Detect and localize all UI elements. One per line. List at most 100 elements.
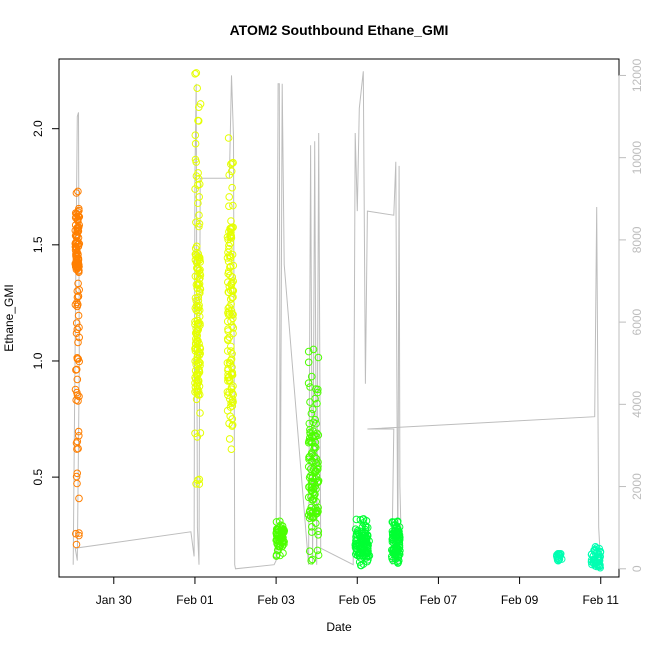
data-point: [357, 561, 365, 570]
data-point: [193, 350, 202, 359]
data-point: [73, 287, 82, 295]
data-point: [225, 241, 233, 250]
data-point: [191, 139, 200, 148]
data-point: [74, 259, 82, 267]
x-tick-label: Feb 01: [176, 593, 214, 607]
x-tick-label: Feb 03: [257, 593, 295, 607]
data-point: [308, 474, 317, 483]
data-point: [354, 528, 362, 537]
data-point: [224, 377, 232, 385]
data-point: [196, 409, 204, 417]
data-point: [196, 258, 204, 266]
x-tick-label: Feb 09: [501, 593, 539, 607]
data-point: [191, 70, 199, 78]
data-point: [595, 550, 603, 558]
ethane-points: [71, 69, 605, 572]
data-point: [74, 267, 82, 275]
data-point: [311, 443, 320, 452]
data-point: [394, 526, 402, 534]
data-point: [73, 375, 82, 384]
data-point: [304, 358, 313, 367]
data-point: [308, 523, 316, 531]
chart-title: ATOM2 Southbound Ethane_GMI: [230, 22, 449, 38]
data-point: [193, 332, 201, 340]
data-point: [195, 220, 204, 228]
data-point: [309, 405, 317, 414]
data-point: [227, 342, 235, 351]
data-point: [360, 535, 368, 544]
data-point: [195, 267, 203, 275]
data-point: [392, 536, 400, 544]
data-point: [314, 551, 323, 560]
data-point: [306, 398, 314, 406]
data-point: [312, 419, 320, 428]
data-point: [223, 388, 232, 396]
data-point: [307, 372, 316, 381]
y2-axis: 0 2000 4000 6000 8000 10000 12000: [618, 58, 644, 572]
x-axis: Jan 30 Feb 01 Feb 03 Feb 05 Feb 07 Feb 09 Feb …: [96, 576, 619, 607]
data-point: [306, 472, 315, 480]
data-point: [273, 532, 282, 541]
data-point: [228, 363, 236, 372]
data-point: [192, 329, 201, 337]
data-point: [195, 306, 204, 315]
data-point: [228, 389, 237, 398]
point-group-0: [71, 187, 84, 549]
point-group-7: [553, 550, 566, 565]
data-point: [194, 253, 202, 262]
y-axis-title: Ethane_GMI: [2, 284, 16, 351]
data-point: [71, 226, 80, 235]
data-point: [225, 227, 233, 236]
data-point: [314, 531, 323, 539]
y2-tick-label: 10000: [630, 141, 644, 175]
data-point: [228, 278, 236, 287]
data-point: [306, 383, 314, 391]
data-point: [228, 421, 237, 429]
data-point: [307, 512, 315, 521]
data-point: [224, 391, 232, 400]
data-point: [314, 527, 323, 536]
data-point: [313, 478, 322, 487]
data-point: [304, 347, 313, 356]
data-point: [595, 544, 604, 553]
data-point: [389, 518, 397, 527]
point-group-8: [587, 543, 605, 572]
data-point: [591, 562, 599, 570]
data-point: [229, 201, 237, 210]
data-point: [192, 395, 201, 404]
data-point: [71, 209, 80, 217]
data-point: [392, 531, 400, 539]
data-point: [226, 262, 235, 271]
y2-tick-label: 12000: [630, 58, 644, 92]
data-point: [308, 483, 317, 491]
data-point: [310, 513, 318, 521]
data-point: [225, 435, 234, 443]
data-point: [228, 250, 237, 259]
data-point: [359, 515, 367, 524]
data-point: [307, 556, 316, 565]
data-point: [192, 218, 200, 227]
data-point: [192, 480, 200, 488]
data-point: [191, 185, 199, 193]
data-point: [75, 333, 83, 342]
data-point: [225, 303, 234, 311]
point-group-6: [388, 517, 404, 567]
data-point: [225, 202, 233, 210]
data-point: [393, 557, 402, 566]
data-point: [225, 373, 233, 381]
data-point: [71, 385, 80, 394]
data-point: [193, 433, 202, 441]
data-point: [305, 452, 314, 461]
data-point: [304, 463, 313, 471]
data-point: [555, 555, 563, 563]
data-point: [229, 286, 237, 295]
data-point: [75, 432, 83, 440]
data-point: [305, 547, 314, 556]
data-point: [229, 329, 237, 338]
data-point: [227, 160, 235, 168]
data-point: [196, 289, 204, 297]
data-point: [229, 277, 237, 286]
data-point: [358, 549, 367, 557]
data-point: [305, 453, 313, 462]
data-point: [72, 251, 80, 259]
